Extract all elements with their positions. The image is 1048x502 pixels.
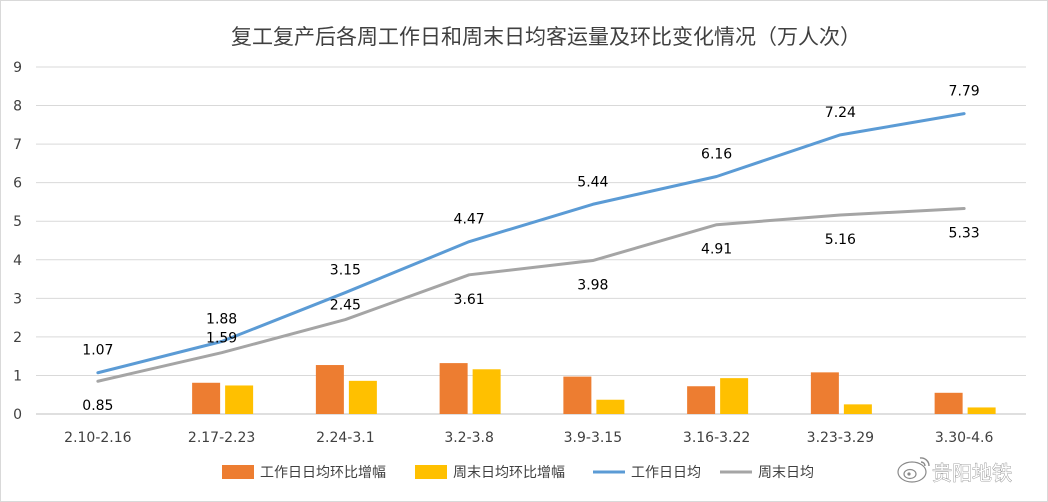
legend-swatch [222,465,254,479]
bar-series-group [192,363,996,414]
y-tick-label: 0 [13,407,22,423]
y-tick-label: 5 [13,214,22,230]
data-label: 6.16 [701,146,732,162]
x-tick-label: 3.2-3.8 [444,430,494,446]
bar [843,404,872,414]
y-tick-label: 9 [13,60,22,76]
chart-title: 复工复产后各周工作日和周末日均客运量及环比变化情况（万人次） [231,25,861,49]
y-tick-label: 2 [13,330,22,346]
data-label: 3.15 [330,263,361,279]
data-label: 0.85 [82,398,113,414]
data-label: 5.33 [949,225,980,241]
x-axis: 2.10-2.16 2.17-2.23 2.24-3.1 3.2-3.8 3.9-3.1… [64,430,993,446]
bar [439,363,468,414]
bar [687,386,716,414]
data-label: 3.61 [454,292,485,308]
y-tick-label: 1 [13,368,22,384]
x-tick-label: 3.23-3.29 [807,430,874,446]
bar [596,399,625,414]
y-tick-label: 7 [13,137,22,153]
y-tick-label: 3 [13,291,22,307]
y-tick-label: 6 [13,176,22,192]
bar [810,372,839,414]
legend-label: 工作日日均环比增幅 [260,465,386,481]
data-label: 3.98 [577,278,608,294]
bar [348,380,377,414]
bar [563,376,592,414]
data-label: 5.16 [825,232,856,248]
line-series-group [96,112,966,383]
y-tick-label: 8 [13,99,22,115]
y-tick-label: 4 [13,253,22,269]
data-label: 7.24 [825,105,856,121]
bar [315,365,344,414]
legend-label: 周末日均环比增幅 [453,465,565,481]
watermark-text: 贵阳地铁 [932,461,1012,485]
data-label: 4.47 [454,212,485,228]
data-label: 2.45 [330,298,361,314]
data-label: 1.59 [206,331,237,347]
bar [967,407,996,414]
watermark: 贵阳地铁 [897,457,1012,485]
weibo-icon [897,457,930,483]
data-label: 1.07 [82,343,113,359]
bar [720,378,749,414]
legend-label: 工作日日均 [631,465,701,481]
x-tick-label: 2.17-2.23 [188,430,255,446]
data-label: 7.79 [949,84,980,100]
x-tick-label: 3.16-3.22 [683,430,750,446]
data-label: 5.44 [577,174,608,190]
data-labels: 1.07 1.88 3.15 4.47 5.44 6.16 7.24 7.79 0.85 1.59… [82,84,979,415]
legend: 工作日日均环比增幅 周末日均环比增幅 工作日日均 周末日均 [222,465,814,481]
bar [192,382,221,414]
bar [472,369,501,414]
x-tick-label: 2.10-2.16 [64,430,131,446]
x-tick-label: 2.24-3.1 [316,430,375,446]
y-axis: 0 1 2 3 4 5 6 7 8 9 [13,60,22,423]
data-label: 1.88 [206,312,237,328]
series-line [96,112,966,375]
x-tick-label: 3.9-3.15 [564,430,623,446]
bar [934,392,963,414]
legend-swatch [415,465,447,479]
x-tick-label: 3.30-4.6 [935,430,994,446]
bar [225,385,254,414]
series-line [96,206,966,383]
data-label: 4.91 [701,242,732,258]
legend-label: 周末日均 [758,465,814,481]
